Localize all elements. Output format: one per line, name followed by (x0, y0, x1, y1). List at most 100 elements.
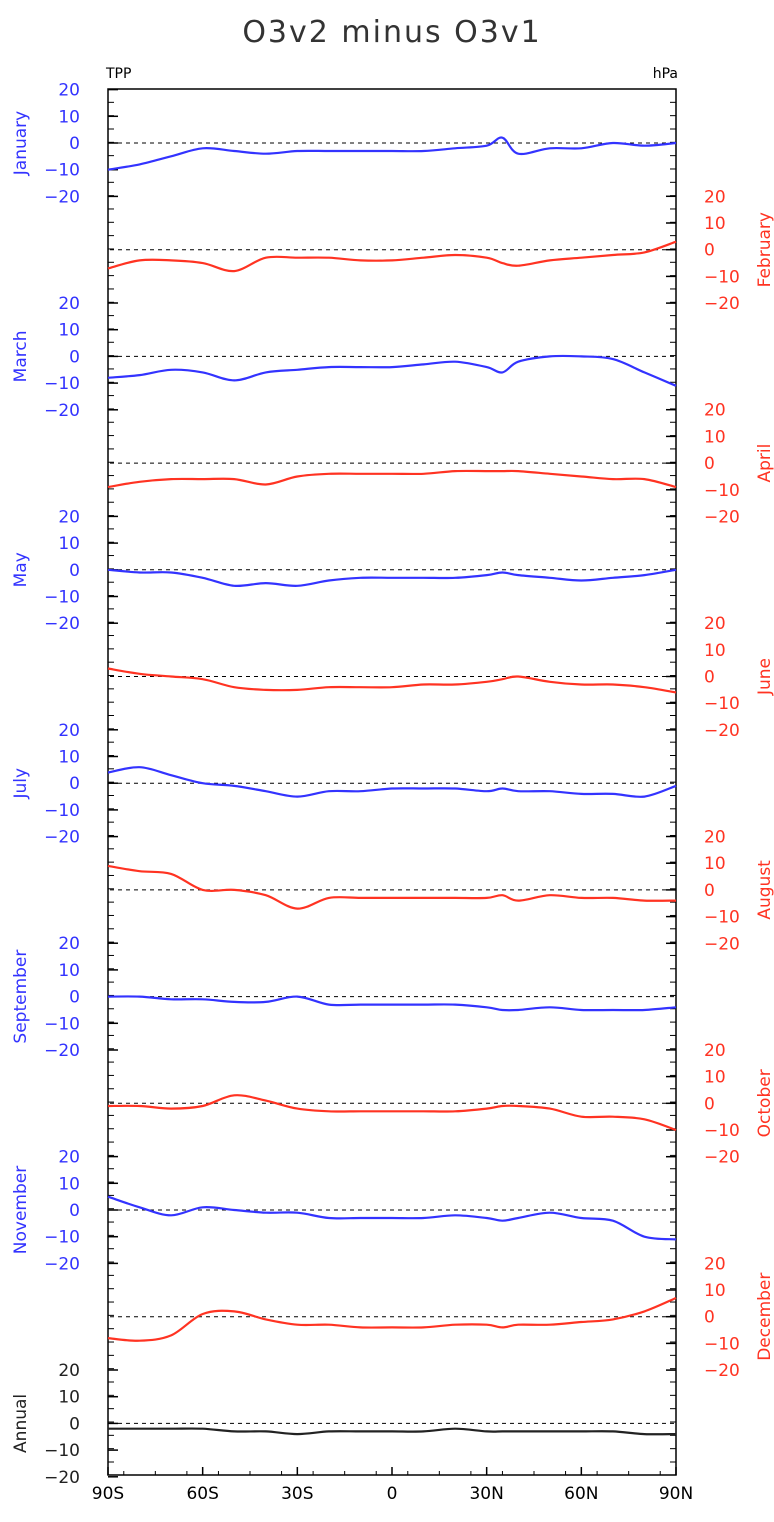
y-tick-label: −20 (44, 1041, 80, 1061)
x-tick-label: 60N (564, 1484, 598, 1504)
x-tick-label: 60S (186, 1484, 218, 1504)
y-tick-label: 20 (58, 507, 80, 527)
series-line-january (107, 136, 677, 171)
y-tick-label: −10 (44, 801, 80, 821)
panel-label: March (11, 330, 31, 382)
y-tick-label: −10 (44, 1014, 80, 1034)
y-tick-label: −20 (704, 934, 740, 954)
panel-label: September (11, 950, 31, 1044)
y-tick-label: −10 (44, 161, 80, 181)
chart-title: O3v2 minus O3v1 (242, 15, 541, 50)
x-tick-label: 0 (387, 1484, 398, 1504)
y-tick-label: −10 (44, 1441, 80, 1461)
series-line-february (107, 240, 677, 273)
x-tick-label: 90N (659, 1484, 693, 1504)
y-tick-label: −10 (704, 481, 740, 501)
x-tick-label: 90S (92, 1484, 124, 1504)
panel-label: May (11, 552, 31, 587)
y-tick-label: −20 (704, 1361, 740, 1381)
y-tick-label: −10 (44, 588, 80, 608)
y-tick-label: 10 (58, 1174, 80, 1194)
series-line-june (107, 667, 677, 694)
y-tick-label: −20 (44, 401, 80, 421)
series-line-march (107, 354, 677, 387)
y-tick-label: 10 (704, 427, 726, 447)
y-tick-label: 10 (704, 214, 726, 234)
y-tick-label: −20 (44, 1254, 80, 1274)
y-tick-label: 0 (69, 988, 80, 1008)
y-tick-label: 0 (69, 134, 80, 154)
panel-label: February (755, 212, 774, 287)
y-tick-label: 10 (58, 534, 80, 554)
series-line-july (107, 766, 677, 798)
y-tick-label: 20 (58, 294, 80, 314)
panel-label: August (755, 860, 774, 920)
y-tick-label: 20 (704, 401, 726, 421)
panel-label: April (755, 444, 774, 483)
y-tick-label: −10 (704, 267, 740, 287)
series-line-september (107, 995, 677, 1012)
y-tick-label: 20 (58, 934, 80, 954)
y-tick-label: −20 (704, 508, 740, 528)
y-tick-label: 10 (58, 321, 80, 341)
y-tick-label: 10 (704, 1068, 726, 1088)
y-tick-label: −10 (44, 374, 80, 394)
y-tick-label: 0 (704, 454, 715, 474)
panel-label: July (11, 768, 31, 800)
panel-label: November (11, 1166, 31, 1254)
y-tick-label: 20 (58, 1361, 80, 1381)
series-line-august (107, 864, 677, 910)
y-tick-label: −20 (704, 294, 740, 314)
y-tick-label: 0 (704, 1308, 715, 1328)
series-line-may (107, 568, 677, 588)
y-tick-label: 20 (704, 1041, 726, 1061)
y-tick-label: 20 (58, 1148, 80, 1168)
panel-label: December (755, 1273, 774, 1361)
series-line-december (107, 1296, 677, 1342)
panel-label: January (11, 111, 31, 176)
y-tick-label: 10 (58, 107, 80, 127)
y-tick-label: −10 (44, 1228, 80, 1248)
y-tick-label: 0 (69, 1414, 80, 1434)
y-tick-label: 20 (704, 1254, 726, 1274)
y-tick-label: −20 (44, 187, 80, 207)
corner-label-left: TPP (105, 66, 131, 82)
y-tick-label: −10 (704, 1334, 740, 1354)
panel-label: October (755, 1069, 774, 1137)
y-tick-label: −10 (704, 1121, 740, 1141)
y-tick-label: 0 (704, 1094, 715, 1114)
y-tick-label: −10 (704, 694, 740, 714)
y-tick-label: −20 (44, 1468, 80, 1488)
series-line-april (107, 469, 677, 489)
y-tick-label: 10 (704, 854, 726, 874)
plot-area: 90S 60S 30S 0 30N 60N 90N 20 10 0 −10 −20 January 20 1… (11, 81, 774, 1504)
y-tick-label: 0 (69, 347, 80, 367)
series-line-october (107, 1094, 677, 1132)
y-tick-label: 10 (704, 1281, 726, 1301)
panel-label: Annual (11, 1394, 31, 1453)
corner-label-right: hPa (653, 66, 678, 82)
y-tick-label: 10 (58, 1388, 80, 1408)
y-tick-label: −10 (704, 908, 740, 928)
series-line-november (107, 1195, 677, 1241)
y-tick-label: −20 (704, 1148, 740, 1168)
y-tick-label: 20 (704, 828, 726, 848)
y-tick-label: −20 (44, 614, 80, 634)
y-tick-label: 0 (69, 774, 80, 794)
panel-label: June (755, 658, 774, 696)
y-tick-label: 0 (704, 881, 715, 901)
series-line-annual (108, 1427, 677, 1436)
y-tick-label: 20 (58, 721, 80, 741)
y-tick-label: 0 (704, 241, 715, 261)
y-tick-label: 10 (58, 961, 80, 981)
y-tick-label: −20 (704, 721, 740, 741)
y-tick-label: 20 (58, 81, 80, 101)
y-tick-label: 10 (58, 748, 80, 768)
y-tick-label: 20 (704, 187, 726, 207)
y-tick-label: 0 (69, 1201, 80, 1221)
y-tick-label: 0 (704, 668, 715, 688)
x-tick-label: 30N (469, 1484, 503, 1504)
x-tick-label: 30S (281, 1484, 313, 1504)
y-tick-label: −20 (44, 828, 80, 848)
